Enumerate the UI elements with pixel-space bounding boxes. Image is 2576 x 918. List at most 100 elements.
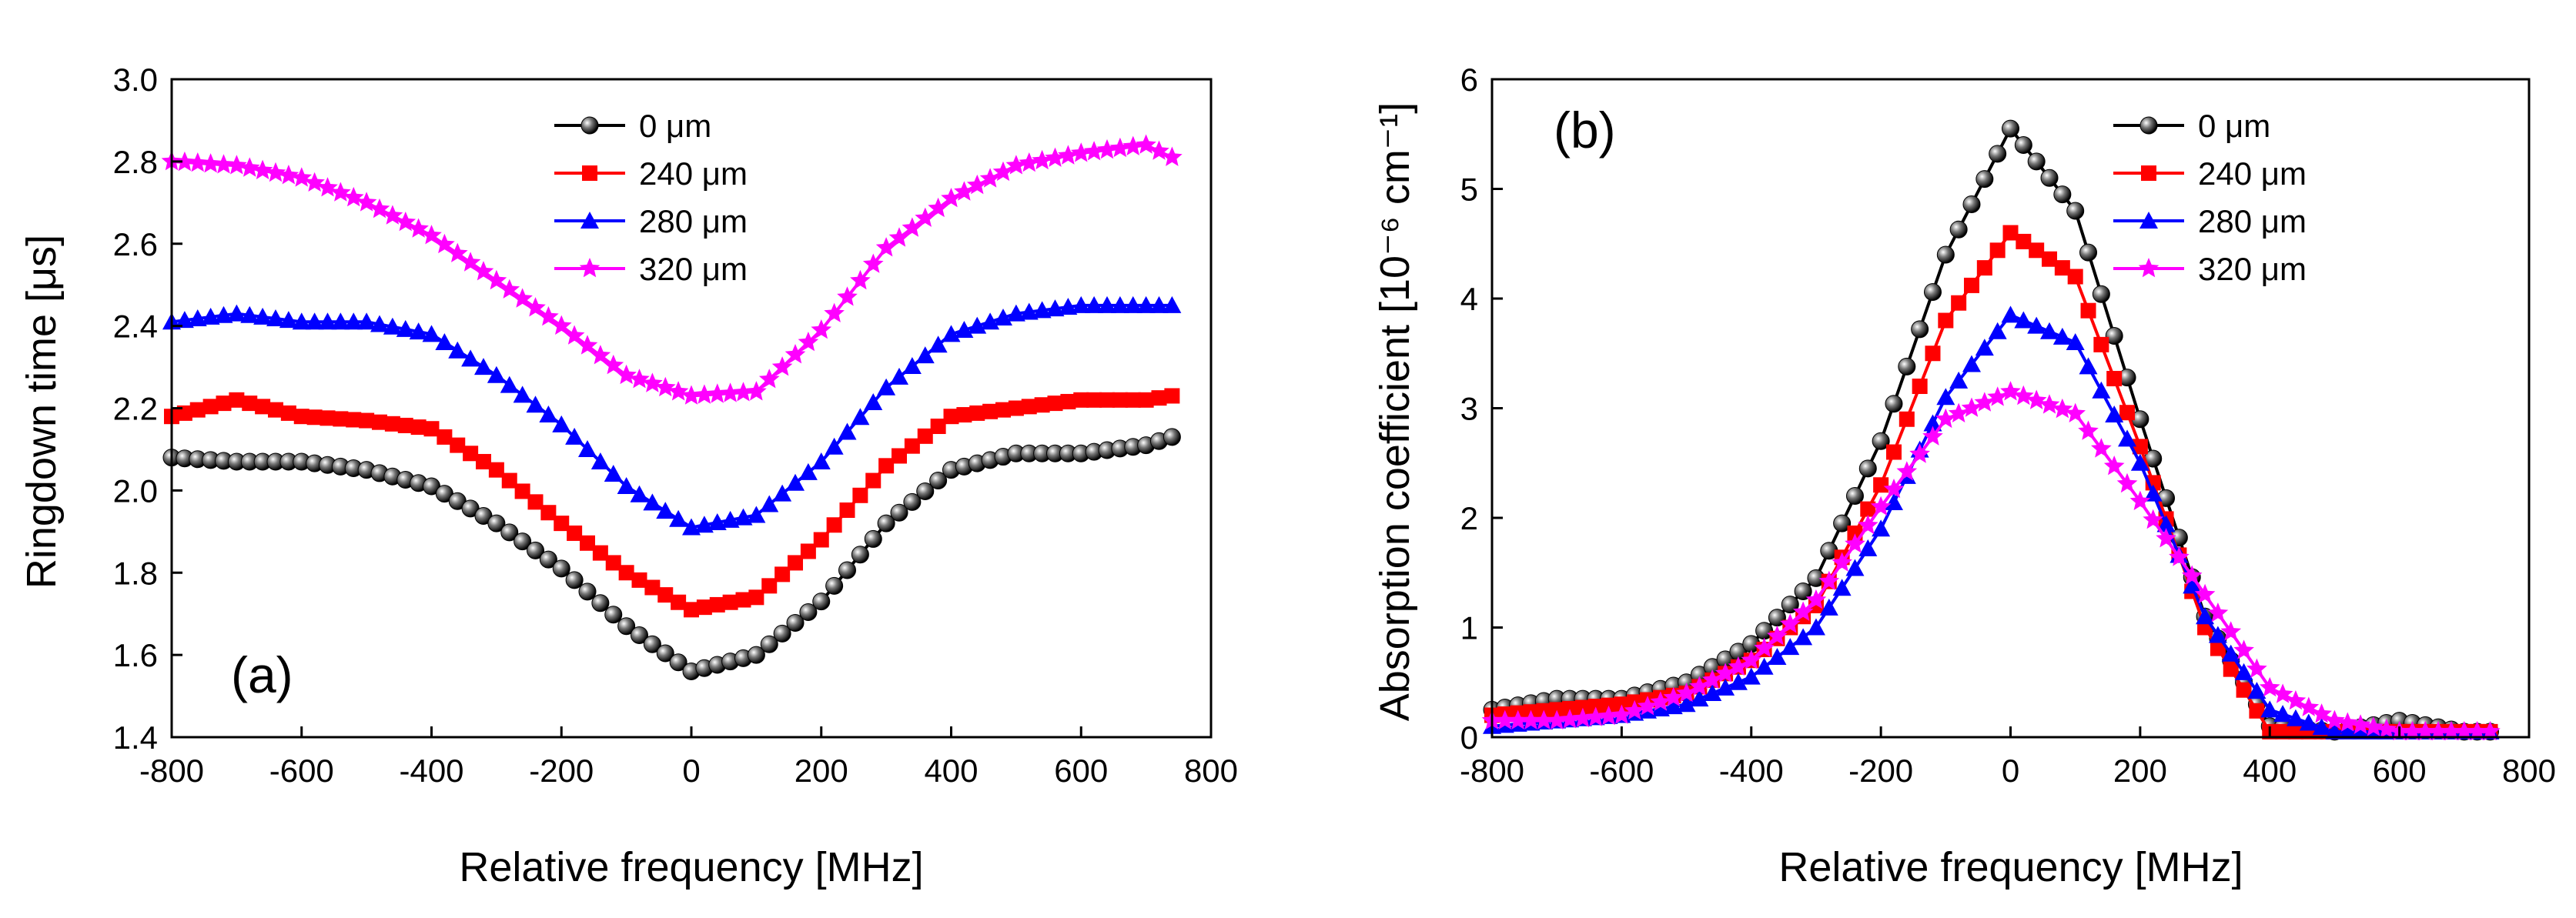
data-point-b-2-28 — [1845, 559, 1865, 576]
data-point-b-3-69 — [2376, 719, 2397, 739]
x-tick-label-b-2: -400 — [1719, 753, 1784, 789]
data-point-b-1-45 — [2067, 269, 2083, 285]
data-point-a-3-30 — [550, 315, 572, 335]
data-point-a-2-31 — [565, 427, 584, 445]
data-point-b-3-42 — [2026, 389, 2047, 409]
x-axis-title-b: Relative frequency [MHz] — [1778, 844, 2243, 890]
data-point-b-1-5 — [1549, 702, 1565, 718]
legend-marker-b-1 — [2141, 165, 2156, 181]
x-tick-label-b-5: 200 — [2113, 753, 2167, 789]
data-point-a-2-53 — [851, 408, 870, 426]
data-point-a-1-4 — [216, 396, 232, 412]
data-point-b-0-29 — [1858, 459, 1877, 478]
data-point-a-0-32 — [578, 583, 597, 601]
y-tick-label-b-4: 4 — [1460, 281, 1478, 317]
data-point-a-0-50 — [812, 593, 831, 611]
data-point-a-1-49 — [800, 543, 816, 559]
y-tick-label-b-3: 3 — [1460, 391, 1478, 427]
data-point-a-0-48 — [786, 613, 805, 632]
panel-label-b: (b) — [1554, 102, 1616, 159]
legend-label-b-1: 240 μm — [2198, 155, 2307, 192]
data-point-a-3-46 — [758, 369, 780, 389]
data-point-a-1-76 — [1151, 390, 1167, 406]
data-point-a-1-61 — [956, 407, 972, 423]
data-point-b-2-67 — [2351, 722, 2370, 739]
y-tick-label-a-2: 1.8 — [113, 555, 158, 591]
data-point-b-3-9 — [1598, 705, 1619, 726]
data-point-b-2-25 — [1806, 618, 1825, 636]
data-point-b-1-37 — [1963, 277, 1979, 293]
x-tick-label-b-4: 0 — [2002, 753, 2019, 789]
data-point-b-3-13 — [1650, 691, 1671, 711]
data-point-a-2-50 — [811, 452, 831, 469]
data-point-a-3-59 — [928, 197, 948, 218]
data-point-a-0-56 — [890, 503, 908, 522]
data-point-a-3-9 — [278, 165, 299, 185]
data-point-b-3-10 — [1611, 704, 1632, 724]
data-point-a-2-76 — [1149, 295, 1169, 313]
data-point-b-2-46 — [2079, 357, 2098, 375]
data-point-a-3-62 — [966, 174, 988, 195]
series-b-3 — [1481, 381, 2501, 741]
data-point-a-2-11 — [305, 312, 324, 330]
data-point-b-2-44 — [2052, 327, 2072, 345]
data-point-a-1-26 — [501, 472, 517, 489]
data-point-a-2-66 — [1019, 302, 1039, 320]
data-point-a-2-1 — [175, 311, 194, 329]
data-point-b-2-65 — [2325, 722, 2344, 739]
data-point-b-3-53 — [2169, 546, 2190, 566]
data-point-a-3-5 — [226, 155, 247, 175]
data-point-b-0-39 — [1989, 145, 2007, 163]
data-point-b-0-28 — [1845, 487, 1864, 505]
data-point-b-2-34 — [1923, 414, 1942, 432]
data-point-a-1-51 — [826, 517, 842, 533]
data-point-a-2-24 — [474, 358, 493, 376]
data-point-a-0-29 — [539, 550, 557, 569]
y-tick-label-a-3: 2.0 — [113, 472, 158, 509]
data-point-b-0-47 — [2092, 285, 2110, 303]
data-point-a-0-31 — [565, 571, 584, 589]
y-tick-label-a-0: 1.4 — [113, 719, 158, 756]
data-point-a-2-23 — [461, 349, 480, 367]
data-point-a-1-33 — [592, 545, 608, 561]
data-point-b-3-40 — [2000, 381, 2021, 401]
data-point-a-1-65 — [1008, 400, 1024, 416]
legend-marker-a-0 — [580, 116, 599, 135]
data-point-a-1-9 — [280, 405, 296, 421]
data-point-b-2-57 — [2221, 644, 2240, 662]
data-point-a-3-56 — [888, 227, 910, 247]
data-point-b-3-51 — [2143, 509, 2163, 529]
data-point-a-1-3 — [202, 399, 219, 415]
data-point-b-3-14 — [1663, 686, 1684, 706]
data-point-a-1-56 — [892, 448, 907, 464]
data-point-a-2-4 — [214, 305, 233, 323]
data-point-b-2-45 — [2066, 333, 2085, 350]
data-point-a-0-46 — [760, 635, 778, 653]
data-point-b-3-37 — [1961, 397, 1982, 417]
data-point-b-2-55 — [2196, 607, 2215, 625]
data-point-a-0-59 — [929, 472, 948, 490]
data-point-a-1-28 — [527, 494, 544, 510]
data-point-b-2-62 — [2286, 709, 2305, 726]
data-point-a-1-38 — [657, 587, 674, 603]
data-point-a-1-73 — [1112, 392, 1128, 408]
data-point-a-1-58 — [917, 428, 933, 444]
data-point-b-3-59 — [2246, 658, 2267, 678]
data-point-a-3-58 — [915, 207, 936, 227]
data-point-b-2-16 — [1690, 689, 1709, 707]
data-point-a-3-26 — [499, 279, 520, 299]
series-line-b-1 — [1491, 230, 2491, 733]
legend-marker-a-3 — [579, 258, 601, 278]
data-point-b-2-52 — [2156, 515, 2176, 532]
data-point-b-3-50 — [2129, 490, 2151, 510]
data-point-b-3-4 — [1534, 709, 1554, 729]
data-point-a-3-39 — [667, 381, 689, 401]
data-point-b-2-60 — [2260, 700, 2280, 718]
data-point-b-2-61 — [2273, 705, 2293, 723]
data-point-a-1-22 — [450, 437, 466, 453]
data-point-b-2-17 — [1703, 684, 1722, 701]
data-point-a-3-23 — [460, 252, 481, 272]
data-point-b-3-8 — [1585, 706, 1606, 726]
data-point-a-0-52 — [838, 561, 856, 579]
